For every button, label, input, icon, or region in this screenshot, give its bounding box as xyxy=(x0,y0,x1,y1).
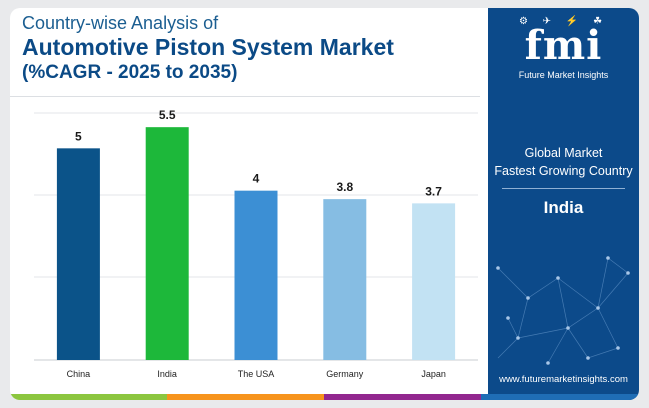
sidebar-panel: ⚙ ✈ ⚡ ☘ fmi Future Market Insights Globa… xyxy=(488,8,639,400)
logo-icons: ⚙ ✈ ⚡ ☘ xyxy=(518,16,609,27)
bar-india xyxy=(145,127,189,361)
data-label: 4 xyxy=(253,172,260,186)
bar-japan xyxy=(412,203,456,360)
x-tick-label: Japan xyxy=(421,369,446,379)
strip-segment-1 xyxy=(10,394,167,400)
logo-subtitle: Future Market Insights xyxy=(518,70,609,80)
fastest-growing-label: Fastest Growing Country xyxy=(494,164,633,178)
bar-chart: 5 China 5.5 India 4 The USA 3.8 Germany 3.7 Japan xyxy=(34,108,478,379)
fmi-logo: fmi xyxy=(524,22,603,69)
strip-segment-4 xyxy=(481,394,639,400)
strip-segment-3 xyxy=(324,394,481,400)
strip-segment-2 xyxy=(167,394,324,400)
data-label: 3.8 xyxy=(336,180,353,194)
chart-card: Country-wise Analysis of Automotive Pist… xyxy=(10,8,639,400)
fastest-country: India xyxy=(543,198,584,217)
bar-the-usa xyxy=(234,190,278,360)
data-label: 5 xyxy=(75,129,82,143)
title-divider xyxy=(10,96,480,97)
data-label: 5.5 xyxy=(159,108,176,122)
title-line-3: (%CAGR - 2025 to 2035) xyxy=(22,62,238,83)
x-tick-label: Germany xyxy=(326,369,364,379)
data-label: 3.7 xyxy=(425,184,442,198)
global-market-label: Global Market xyxy=(524,146,603,160)
title-line-2: Automotive Piston System Market xyxy=(22,34,394,60)
website-url: www.futuremarketinsights.com xyxy=(499,374,628,385)
sidebar-divider xyxy=(502,188,625,189)
bar-china xyxy=(56,148,100,360)
x-tick-label: The USA xyxy=(238,369,275,379)
chart-title: Country-wise Analysis of Automotive Pist… xyxy=(22,12,394,84)
bottom-color-strip xyxy=(10,394,639,400)
title-line-1: Country-wise Analysis of xyxy=(22,13,219,33)
bar-germany xyxy=(323,199,367,360)
x-tick-label: India xyxy=(157,369,177,379)
x-tick-label: China xyxy=(67,369,91,379)
network-graphic xyxy=(496,256,630,365)
